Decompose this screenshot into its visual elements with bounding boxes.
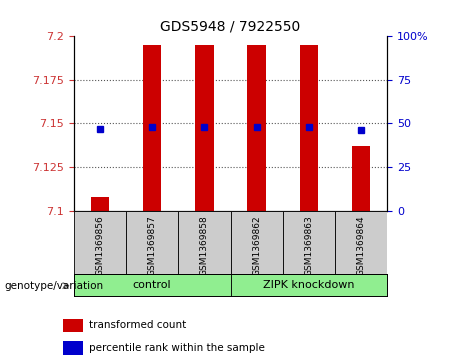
Text: GDS5948 / 7922550: GDS5948 / 7922550: [160, 20, 301, 34]
Bar: [143, 45, 161, 211]
Text: GSM1369863: GSM1369863: [304, 216, 313, 276]
Bar: [91, 197, 109, 211]
Text: GSM1369857: GSM1369857: [148, 216, 157, 276]
Text: GSM1369858: GSM1369858: [200, 216, 209, 276]
Text: control: control: [133, 280, 171, 290]
Bar: [230, 211, 283, 274]
Bar: [63, 342, 83, 355]
Text: percentile rank within the sample: percentile rank within the sample: [89, 343, 265, 353]
Text: genotype/variation: genotype/variation: [5, 281, 104, 291]
Bar: [63, 319, 83, 332]
Bar: [230, 274, 387, 296]
Bar: [335, 211, 387, 274]
Bar: [352, 146, 370, 211]
Text: GSM1369864: GSM1369864: [357, 216, 366, 276]
Bar: [248, 45, 266, 211]
Text: GSM1369856: GSM1369856: [95, 216, 104, 276]
Bar: [300, 45, 318, 211]
Bar: [283, 211, 335, 274]
Text: GSM1369862: GSM1369862: [252, 216, 261, 276]
Text: ZIPK knockdown: ZIPK knockdown: [263, 280, 355, 290]
Bar: [74, 274, 230, 296]
Text: transformed count: transformed count: [89, 321, 186, 330]
Bar: [178, 211, 230, 274]
Bar: [195, 45, 213, 211]
Bar: [74, 211, 126, 274]
Bar: [126, 211, 178, 274]
